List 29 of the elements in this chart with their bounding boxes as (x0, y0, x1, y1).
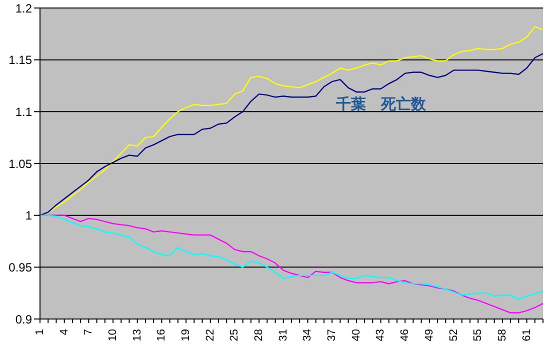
x-tick-label: 1 (34, 329, 46, 336)
x-tick-label: 55 (472, 329, 484, 342)
x-tick-label: 58 (496, 329, 508, 342)
x-tick-label: 34 (302, 329, 314, 342)
annotation: 千葉 死亡数 (336, 95, 426, 114)
x-tick-label: 7 (82, 329, 95, 336)
x-tick-label: 40 (350, 329, 362, 342)
x-tick-label: 25 (228, 329, 241, 342)
x-tick-label: 46 (399, 329, 412, 342)
y-tick-label: 1.2 (15, 1, 32, 16)
x-tick-label: 13 (131, 329, 144, 342)
x-tick-label: 31 (277, 329, 290, 342)
x-tick-label: 22 (204, 329, 216, 342)
x-tick-label: 19 (180, 329, 192, 342)
y-tick-label: 0.9 (15, 312, 32, 326)
x-tick-label: 28 (253, 329, 266, 342)
x-tick-label: 49 (423, 329, 436, 342)
x-tick-label: 4 (58, 329, 70, 336)
x-tick-label: 10 (107, 329, 120, 342)
y-tick-label: 0.95 (8, 260, 32, 274)
x-tick-label: 52 (448, 329, 460, 342)
x-tick-label: 61 (520, 329, 533, 342)
x-tick-label: 16 (156, 329, 168, 342)
y-tick-label: 1.1 (15, 104, 32, 119)
y-tick-label: 1 (25, 208, 32, 223)
y-tick-label: 1.15 (8, 53, 32, 68)
x-tick-label: 43 (374, 329, 387, 342)
y-tick-label: 1.05 (8, 156, 32, 171)
x-tick-label: 37 (326, 329, 338, 342)
